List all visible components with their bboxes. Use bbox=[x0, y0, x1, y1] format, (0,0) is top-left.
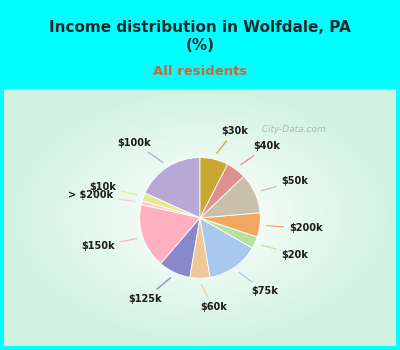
Wedge shape bbox=[200, 218, 257, 248]
Text: Income distribution in Wolfdale, PA
(%): Income distribution in Wolfdale, PA (%) bbox=[49, 20, 351, 53]
Text: $30k: $30k bbox=[217, 126, 248, 153]
Text: $10k: $10k bbox=[89, 182, 137, 195]
Wedge shape bbox=[190, 218, 210, 278]
Wedge shape bbox=[140, 205, 200, 264]
Text: $150k: $150k bbox=[82, 239, 136, 251]
Text: All residents: All residents bbox=[153, 65, 247, 78]
Text: $60k: $60k bbox=[200, 285, 227, 313]
Wedge shape bbox=[141, 201, 200, 218]
Text: $75k: $75k bbox=[239, 272, 278, 296]
Wedge shape bbox=[200, 158, 228, 218]
Text: City-Data.com: City-Data.com bbox=[256, 125, 326, 134]
Wedge shape bbox=[142, 193, 200, 218]
Text: $100k: $100k bbox=[118, 138, 163, 162]
Wedge shape bbox=[200, 176, 260, 218]
Wedge shape bbox=[200, 213, 260, 237]
Text: $40k: $40k bbox=[241, 141, 280, 165]
Text: > $200k: > $200k bbox=[68, 190, 135, 201]
Text: $20k: $20k bbox=[261, 245, 308, 260]
Text: $125k: $125k bbox=[128, 278, 170, 304]
Text: $50k: $50k bbox=[261, 176, 308, 191]
Text: $200k: $200k bbox=[266, 223, 322, 233]
Wedge shape bbox=[161, 218, 200, 277]
Wedge shape bbox=[145, 158, 200, 218]
Wedge shape bbox=[200, 164, 244, 218]
Wedge shape bbox=[200, 218, 252, 277]
